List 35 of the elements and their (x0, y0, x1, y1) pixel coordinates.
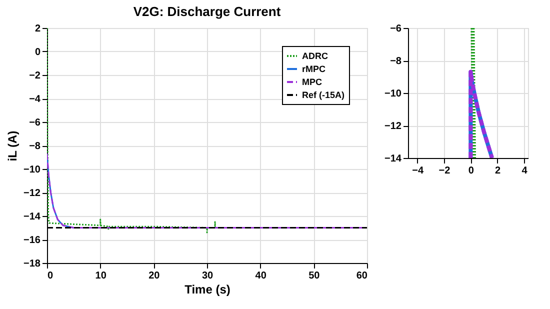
y-tick-label: −8 (29, 141, 41, 152)
y-tick-label: −14 (24, 212, 41, 222)
y-tick-label: 0 (34, 47, 41, 58)
legend-label: MPC (302, 77, 322, 87)
x-tick-label: 0 (48, 270, 54, 282)
y-tick-label: −6 (390, 24, 402, 34)
y-tick-label: −6 (29, 118, 41, 128)
x-axis-title: Time (s) (184, 282, 230, 296)
x-tick-label: −4 (412, 166, 424, 176)
x-tick-label: 4 (522, 166, 528, 176)
y-tick-label: −16 (24, 235, 41, 246)
y-tick-label: −12 (24, 188, 41, 199)
y-tick-label: −10 (24, 164, 41, 176)
y-tick-label: −2 (29, 70, 41, 82)
x-tick-label: 60 (356, 270, 368, 282)
x-tick-label: 0 (468, 166, 474, 176)
legend-label: Ref (-15A) (302, 90, 345, 100)
x-tick-label: 30 (202, 270, 214, 282)
chart-title: V2G: Discharge Current (133, 4, 282, 19)
x-tick-label: 10 (95, 270, 107, 282)
x-tick-label: 20 (148, 270, 160, 282)
legend-label: ADRC (302, 51, 328, 61)
x-tick-label: −2 (438, 166, 451, 176)
y-tick-label: −4 (29, 94, 41, 105)
y-tick-label: −10 (384, 88, 402, 100)
y-tick-label: −18 (24, 258, 41, 270)
x-tick-label: 50 (308, 270, 320, 282)
y-tick-label: 2 (34, 24, 41, 34)
x-tick-label: 40 (255, 270, 267, 282)
y-tick-label: −14 (384, 154, 402, 164)
y-tick-label: −12 (384, 121, 402, 132)
y-tick-label: −8 (390, 56, 402, 67)
legend-label: rMPC (302, 64, 326, 74)
y-axis-title: iL (A) (6, 130, 20, 162)
x-tick-label: 2 (495, 166, 502, 176)
